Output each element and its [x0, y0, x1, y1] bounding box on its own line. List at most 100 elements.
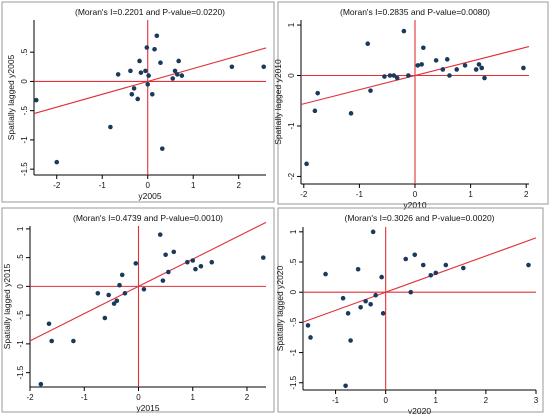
x-axis-title: y2020: [408, 406, 431, 414]
x-tick-label: -2: [53, 181, 61, 190]
data-point: [305, 323, 311, 328]
data-point: [447, 73, 452, 78]
data-point: [323, 271, 328, 277]
y-tick-label: -.5: [16, 310, 25, 320]
data-point: [379, 274, 384, 280]
x-tick-label: -1: [356, 190, 364, 199]
data-point: [408, 289, 414, 295]
data-point: [373, 292, 378, 298]
data-point: [128, 68, 133, 74]
scatter-panel-4: (Moran's I=0.3026 and P-value=0.0020) -1 0…: [275, 207, 544, 416]
x-tick-label: 3: [534, 396, 539, 405]
data-point: [345, 311, 351, 316]
y-tick-label: -1.5: [20, 162, 29, 176]
x-axis-title: y2005: [138, 191, 161, 201]
scatter-panel-1: (Moran's I=0.2201 and P-value=0.0220) -2 -…: [1, 1, 275, 203]
panel-title: (Moran's I=0.4739 and P-value=0.0010): [73, 213, 223, 223]
x-tick-label: -1: [332, 396, 340, 405]
data-point: [190, 258, 196, 263]
data-point: [412, 252, 418, 258]
data-point: [185, 259, 190, 265]
y-tick-label: 0: [287, 73, 296, 78]
data-point: [444, 57, 450, 62]
fitted-line: [302, 237, 537, 323]
x-tick-label: 1: [434, 396, 439, 405]
data-point: [170, 76, 176, 81]
data-point: [171, 249, 177, 255]
data-point: [95, 290, 101, 296]
data-point: [433, 58, 439, 63]
data-point: [176, 58, 181, 64]
data-point: [355, 266, 361, 272]
data-point: [420, 262, 426, 268]
x-tick-label: 0: [145, 181, 150, 190]
data-point: [160, 278, 166, 283]
data-point: [71, 338, 76, 344]
y-tick-label: -1: [16, 340, 25, 348]
data-point: [476, 62, 482, 67]
y-tick-label: .5: [289, 258, 298, 265]
data-point: [526, 262, 531, 268]
data-point: [115, 72, 121, 77]
data-point: [133, 261, 139, 266]
y-tick-label: -1.5: [289, 375, 298, 389]
x-tick-label: 0: [383, 396, 388, 405]
data-point: [163, 252, 168, 258]
data-point: [158, 60, 163, 65]
panel-border: [1, 1, 275, 203]
data-point: [154, 33, 160, 39]
panel-title: (Moran's I=0.2835 and P-value=0.0080): [340, 7, 490, 17]
data-point: [358, 304, 363, 310]
data-point: [119, 272, 125, 278]
data-point: [406, 73, 411, 78]
y-tick-label: -1: [287, 122, 296, 130]
y-tick-label: -2: [287, 172, 296, 180]
y-axis-title: Spatially lagged y2010: [273, 59, 283, 145]
data-point: [157, 232, 163, 237]
y-tick-label: -.5: [20, 105, 29, 115]
data-point: [462, 63, 468, 68]
data-point: [229, 64, 235, 70]
data-point: [117, 282, 122, 288]
data-point: [391, 73, 397, 78]
data-point: [482, 75, 487, 81]
data-point: [380, 311, 386, 316]
scatter-panel-2: (Moran's I=0.2835 and P-value=0.0080) -2 -…: [273, 1, 549, 210]
data-point: [179, 73, 185, 78]
data-point: [415, 63, 421, 68]
y-tick-label: 1: [16, 226, 25, 231]
fitted-line: [29, 221, 267, 342]
data-point: [348, 338, 353, 343]
data-point: [114, 298, 120, 304]
x-tick-label: 1: [191, 181, 196, 190]
data-point: [198, 263, 204, 269]
data-point: [261, 64, 267, 70]
data-point: [102, 315, 108, 321]
data-point: [401, 28, 407, 34]
data-point: [46, 321, 52, 327]
data-point: [38, 381, 44, 387]
data-point: [166, 269, 171, 275]
y-tick-label: 0: [289, 289, 298, 294]
data-point: [312, 108, 318, 114]
data-point: [461, 265, 466, 271]
data-point: [421, 45, 426, 51]
y-tick-label: 1: [287, 22, 296, 27]
scatter-panel-3: (Moran's I=0.4739 and P-value=0.0010) -2 -…: [1, 207, 275, 413]
data-point: [141, 286, 147, 292]
data-point: [433, 270, 439, 276]
data-point: [368, 301, 373, 307]
data-point: [193, 266, 198, 272]
data-point: [33, 97, 39, 103]
data-point: [403, 256, 409, 262]
y-tick-label: -1: [289, 348, 298, 356]
x-tick-label: -2: [300, 190, 308, 199]
panel-title: (Moran's I=0.2201 and P-value=0.0220): [75, 7, 225, 17]
data-point: [260, 255, 266, 260]
y-tick-label: 0: [20, 79, 29, 84]
data-point: [368, 88, 373, 93]
data-point: [521, 65, 526, 71]
data-point: [365, 41, 371, 47]
data-point: [382, 74, 387, 79]
